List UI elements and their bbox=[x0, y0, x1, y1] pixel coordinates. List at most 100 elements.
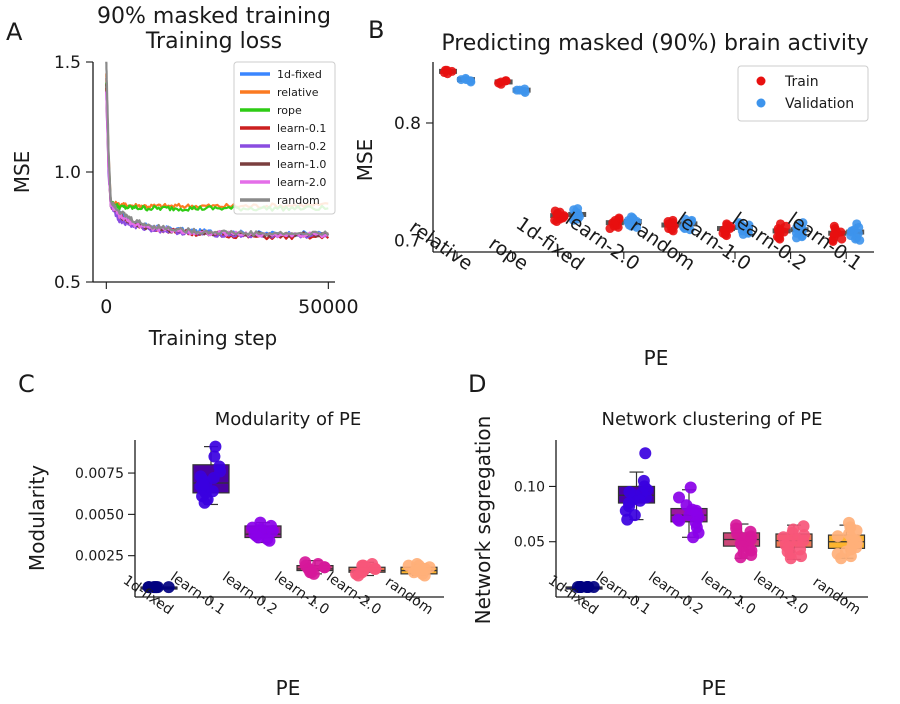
panel-b-point-validation bbox=[738, 229, 748, 239]
panel-b-point-validation bbox=[853, 228, 863, 238]
panel-a-xtick-label: 50000 bbox=[298, 296, 358, 318]
panel-b-point-train bbox=[779, 227, 789, 237]
panel-letter-c: C bbox=[18, 370, 35, 398]
panel-b-legend-marker-validation bbox=[756, 98, 766, 108]
panel-d-network-clustering: Network clustering of PE Network segrega… bbox=[471, 409, 868, 700]
panel-b-point-validation bbox=[855, 235, 865, 245]
panel-b-point-validation bbox=[466, 76, 476, 86]
panel-a-legend-frame bbox=[233, 61, 336, 215]
panel-b-point-train bbox=[605, 224, 615, 234]
panel-d-point bbox=[844, 550, 857, 563]
panel-c-point bbox=[266, 524, 279, 537]
panel-a-legend-label-relative: relative bbox=[277, 86, 319, 99]
panel-b-point-validation bbox=[743, 224, 753, 234]
panel-b-masked-prediction: Predicting masked (90%) brain activity M… bbox=[353, 31, 874, 370]
panel-d-point bbox=[634, 494, 647, 507]
panel-d-ytick-label: 0.05 bbox=[514, 535, 545, 551]
panel-d-point bbox=[831, 530, 844, 543]
panel-b-point-train bbox=[828, 236, 838, 246]
panel-d-xlabel: PE bbox=[702, 676, 727, 700]
panel-a-ytick-label: 1.5 bbox=[54, 53, 81, 73]
panel-d-point bbox=[639, 447, 652, 460]
panel-b-point-train bbox=[668, 226, 678, 236]
panel-c-point bbox=[197, 478, 210, 491]
panel-b-point-train bbox=[837, 234, 847, 244]
panel-d-xtick-label: learn-2.0 bbox=[750, 569, 811, 618]
panel-c-point bbox=[162, 581, 175, 594]
panel-c-xlabel: PE bbox=[276, 676, 301, 700]
panel-d-ylabel: Network segregation bbox=[471, 416, 495, 625]
panel-b-legend-label-validation: Validation bbox=[785, 96, 854, 112]
panel-b-point-validation bbox=[685, 225, 695, 235]
panel-b-legend-label-train: Train bbox=[784, 74, 819, 90]
panel-c-xtick-label: learn-0.1 bbox=[167, 569, 228, 618]
panel-c-point bbox=[368, 562, 381, 575]
panel-c-point bbox=[307, 567, 320, 580]
panel-d-point bbox=[673, 491, 686, 504]
panel-c-title: Modularity of PE bbox=[215, 409, 362, 430]
panel-a-legend: 1d-fixed relative rope learn-0.1 learn-0.2 le… bbox=[233, 61, 336, 215]
panel-d-point bbox=[745, 548, 758, 561]
panel-b-point-train bbox=[559, 212, 569, 222]
panel-b-point-validation bbox=[568, 215, 578, 225]
panel-b-ytick-label: 0.7 bbox=[394, 231, 421, 251]
panel-b-point-train bbox=[721, 231, 731, 241]
panel-b-legend-marker-train bbox=[756, 76, 766, 86]
panel-c-point bbox=[402, 559, 415, 572]
panel-letter-a: A bbox=[6, 18, 23, 46]
panel-a-legend-label-learn-2.0: learn-2.0 bbox=[277, 176, 326, 189]
panel-c-point bbox=[198, 496, 211, 509]
panel-d-point bbox=[784, 552, 797, 565]
panel-c-point bbox=[357, 559, 370, 572]
panel-c-xtick-label: learn-1.0 bbox=[271, 569, 332, 618]
panel-c-point bbox=[208, 450, 221, 463]
panel-a-legend-label-rope: rope bbox=[277, 104, 302, 117]
panel-b-point-train bbox=[442, 65, 452, 75]
panel-a-suptitle: 90% masked training bbox=[97, 4, 331, 29]
panel-d-point bbox=[687, 531, 700, 544]
panel-a-ytick-label: 1.0 bbox=[54, 163, 81, 183]
panel-b-point-validation bbox=[632, 222, 642, 232]
panel-d-xtick-label: 1d-fixed bbox=[545, 572, 601, 618]
panel-a-ylabel: MSE bbox=[10, 151, 34, 194]
panel-c-point bbox=[207, 472, 220, 485]
panel-b-point-validation bbox=[734, 218, 744, 228]
panel-c-ytick-label: 0.0025 bbox=[75, 549, 124, 565]
panel-c-point bbox=[209, 440, 222, 453]
panel-c-point bbox=[419, 562, 432, 575]
panel-b-point-validation bbox=[798, 218, 808, 228]
panel-c-ytick-label: 0.0075 bbox=[75, 466, 124, 482]
panel-d-point bbox=[690, 504, 703, 517]
panel-b-legend-frame bbox=[737, 65, 869, 122]
panel-c-xtick-label: random bbox=[382, 574, 436, 618]
panel-a-legend-label-1d-fixed: 1d-fixed bbox=[277, 68, 322, 81]
panel-c-point bbox=[150, 581, 163, 594]
panel-b-point-train bbox=[775, 234, 785, 244]
panel-a-legend-label-learn-0.2: learn-0.2 bbox=[277, 140, 326, 153]
panel-a-title: Training loss bbox=[145, 29, 282, 54]
panel-c-point bbox=[352, 569, 365, 582]
panel-d-point bbox=[797, 520, 810, 533]
panel-b-title: Predicting masked (90%) brain activity bbox=[441, 31, 868, 56]
panel-d-point bbox=[619, 504, 632, 517]
panel-d-ytick-label: 0.10 bbox=[514, 479, 545, 495]
panel-d-point bbox=[795, 550, 808, 563]
panel-d-point bbox=[684, 481, 697, 494]
panel-a-line-random bbox=[105, 61, 330, 237]
panel-c-point bbox=[263, 534, 276, 547]
panel-d-xtick-label: learn-0.2 bbox=[645, 569, 706, 618]
panel-b-ytick-label: 0.8 bbox=[394, 114, 421, 134]
panel-d-point bbox=[582, 581, 595, 594]
panel-a-legend-label-random: random bbox=[277, 194, 320, 207]
panel-b-ylabel: MSE bbox=[353, 139, 377, 182]
panel-c-point bbox=[252, 531, 265, 544]
panel-c-xtick-label: learn-0.2 bbox=[219, 569, 280, 618]
panel-c-ylabel: Modularity bbox=[25, 465, 49, 571]
panel-c-point bbox=[318, 561, 331, 574]
panel-d-point bbox=[734, 551, 747, 564]
panel-b-point-validation bbox=[515, 85, 525, 95]
panel-b-point-validation bbox=[456, 75, 466, 85]
panel-d-point bbox=[835, 552, 848, 565]
panel-b-legend: Train Validation bbox=[737, 65, 869, 122]
panel-b-point-validation bbox=[623, 218, 633, 228]
